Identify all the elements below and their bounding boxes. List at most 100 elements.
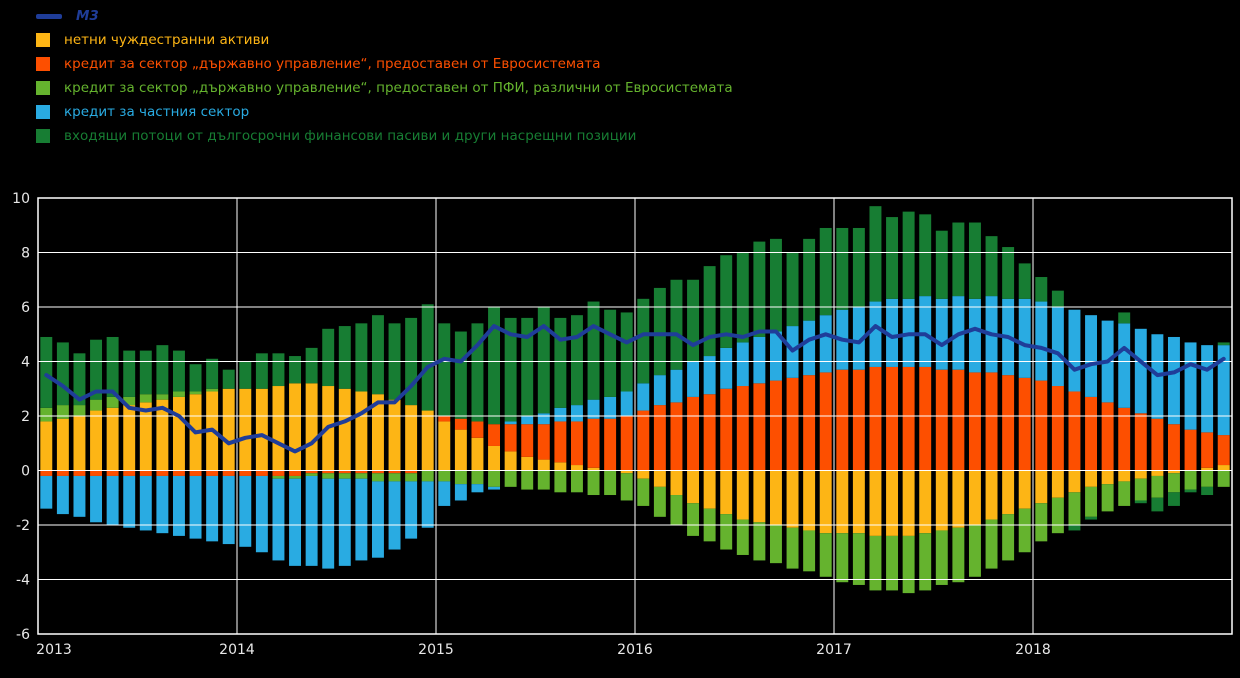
bar-segment [554, 470, 567, 493]
bar-segment [836, 533, 849, 583]
bar-segment [1217, 342, 1230, 346]
bar-segment [902, 535, 915, 594]
bar-segment [521, 424, 534, 457]
bar-segment [123, 396, 136, 406]
bar-segment [272, 386, 285, 471]
bar-segment [886, 217, 899, 299]
bar-segment [1134, 478, 1147, 501]
bar-segment [736, 386, 749, 471]
bar-segment [338, 326, 351, 389]
bar-segment [172, 391, 185, 397]
x-tick-label: 2016 [617, 642, 653, 658]
bar-segment [852, 533, 865, 585]
bar-segment [769, 525, 782, 564]
bar-segment [139, 402, 152, 471]
bar-segment [1051, 386, 1064, 471]
bar-segment [305, 383, 318, 471]
bar-segment [123, 405, 136, 471]
bar-segment [454, 331, 467, 419]
bar-segment [106, 407, 119, 471]
bar-segment [653, 287, 666, 376]
bar-segment [189, 391, 202, 395]
bar-segment [106, 475, 119, 525]
bar-segment [968, 525, 981, 577]
bar-segment [1184, 489, 1197, 493]
bar-segment [604, 396, 617, 419]
bar-segment [886, 298, 899, 367]
bar-segment [1134, 470, 1147, 479]
bar-segment [289, 478, 302, 566]
bar-segment [1201, 470, 1214, 487]
bar-segment [156, 399, 169, 471]
bar-segment [687, 470, 700, 504]
bar-segment [703, 394, 716, 471]
x-tick-label: 2014 [219, 642, 255, 658]
bar-segment [919, 366, 932, 471]
bar-segment [139, 350, 152, 395]
bar-segment [488, 424, 501, 446]
bar-segment [919, 214, 932, 297]
axis-labels: 10 8 6 4 2 0 -2 -4 -6 2013 2014 2015 2016 2017 2018 [12, 191, 1051, 658]
x-tick-label: 2015 [418, 642, 454, 658]
bar-segment [388, 399, 401, 471]
bar-segment [56, 342, 69, 406]
bar-segment [570, 405, 583, 422]
bar-segment [554, 421, 567, 463]
bar-segment [703, 470, 716, 509]
bar-segment [869, 206, 882, 302]
bar-segment [968, 222, 981, 299]
bar-segment [786, 527, 799, 569]
bar-segment [554, 462, 567, 471]
bar-segment [388, 473, 401, 482]
bar-segment [504, 451, 517, 471]
bar-segment [289, 356, 302, 384]
bar-segment [1151, 497, 1164, 512]
bar-segment [869, 535, 882, 591]
bar-segment [720, 347, 733, 389]
bar-segment [687, 361, 700, 397]
bar-segment [786, 252, 799, 327]
bar-segment [1018, 377, 1031, 471]
bar-segment [371, 470, 384, 474]
bar-segment [968, 372, 981, 471]
bar-segment [537, 307, 550, 414]
bar-segment [935, 230, 948, 299]
bar-segment [388, 481, 401, 550]
bar-segment [869, 470, 882, 536]
bar-segment [902, 366, 915, 471]
bar-segment [587, 418, 600, 468]
bar-segment [952, 222, 965, 297]
bar-segment [537, 459, 550, 471]
legend-label-private-sector-credit: кредит за частния сектор [64, 104, 250, 120]
bar-segment [90, 399, 103, 411]
m3-line [44, 324, 1226, 454]
bar-segment [670, 402, 683, 471]
bar-segment [222, 475, 235, 545]
bar-segment [156, 470, 169, 476]
bar-segment [886, 470, 899, 536]
bar-segment [952, 527, 965, 583]
bar-segment [1151, 418, 1164, 471]
bar-segment [819, 227, 832, 316]
y-tick-label: 2 [21, 409, 30, 425]
bar-segment [454, 470, 467, 485]
bar-segment [886, 366, 899, 471]
bar-segment [40, 336, 53, 408]
bar-segment [1068, 470, 1081, 493]
bar-segment [769, 380, 782, 471]
bar-segment [106, 336, 119, 397]
bar-segment [935, 530, 948, 585]
bar-segment [1184, 470, 1197, 490]
bar-segment [537, 413, 550, 425]
bar-segment [438, 481, 451, 506]
bar-segment [819, 372, 832, 471]
bar-segment [355, 473, 368, 479]
bar-segment [819, 470, 832, 534]
bar-segment [687, 396, 700, 471]
bar-segment [255, 470, 268, 476]
bar-segment [222, 369, 235, 389]
bar-segment [488, 307, 501, 425]
bar-segment [653, 405, 666, 471]
